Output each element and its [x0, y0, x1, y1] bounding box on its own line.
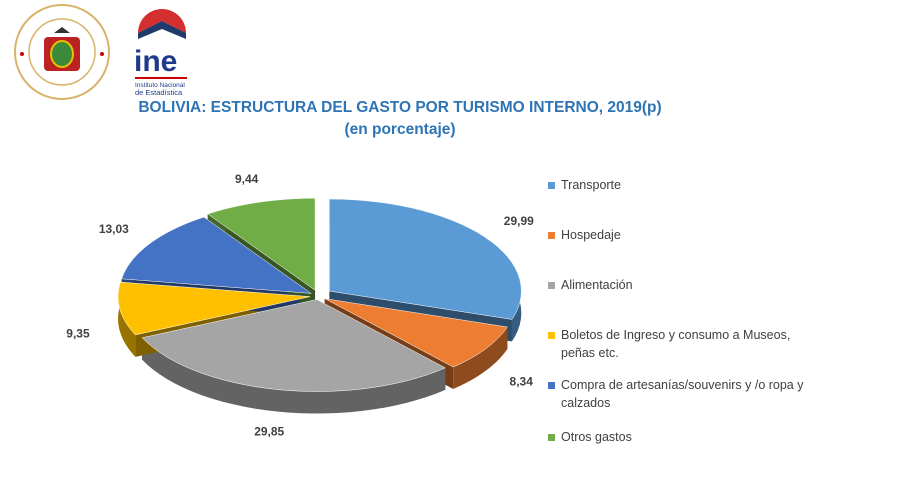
- legend-item: Hospedaje: [548, 226, 621, 244]
- pie-slice-1: [324, 298, 508, 368]
- legend-item: Transporte: [548, 176, 621, 194]
- legend-item: Compra de artesanías/souvenirs y /o ropa…: [548, 376, 808, 412]
- legend-label: Hospedaje: [561, 228, 621, 242]
- legend-item: Otros gastos: [548, 428, 632, 446]
- data-label: 29,85: [254, 424, 284, 438]
- legend-item: Alimentación: [548, 276, 633, 294]
- slice-side: [118, 282, 136, 357]
- chart-title: BOLIVIA: ESTRUCTURA DEL GASTO POR TURISM…: [138, 99, 662, 116]
- pie-slice-3: [117, 281, 311, 336]
- svg-text:Instituto Nacional: Instituto Nacional: [135, 82, 185, 89]
- pie-slice-5: [207, 198, 316, 291]
- data-label: 13,03: [99, 222, 129, 236]
- chart-subtitle: (en porcentaje): [344, 121, 456, 138]
- presidencia-seal-logo: [14, 4, 110, 100]
- legend-label: Boletos de Ingreso y consumo a Museos, p…: [561, 328, 791, 360]
- data-label: 8,34: [510, 375, 534, 389]
- svg-text:ine: ine: [134, 45, 177, 78]
- legend-item: Boletos de Ingreso y consumo a Museos, p…: [548, 326, 808, 362]
- pie-slice-2: [141, 299, 446, 392]
- legend-swatch: [548, 332, 555, 339]
- data-label: 9,35: [66, 327, 90, 341]
- legend-label: Otros gastos: [561, 430, 632, 444]
- chart-title-block: BOLIVIA: ESTRUCTURA DEL GASTO POR TURISM…: [120, 97, 680, 141]
- slice-side: [142, 337, 446, 414]
- legend-label: Compra de artesanías/souvenirs y /o ropa…: [561, 378, 804, 410]
- ine-logo: ine Instituto Nacional de Estadística: [134, 9, 187, 97]
- legend-swatch: [548, 382, 555, 389]
- svg-text:de Estadística: de Estadística: [135, 88, 183, 97]
- legend-label: Alimentación: [561, 278, 633, 292]
- data-label: 29,99: [504, 214, 534, 228]
- pie-slice-4: [121, 216, 313, 294]
- legend-swatch: [548, 282, 555, 289]
- legend-swatch: [548, 182, 555, 189]
- legend-swatch: [548, 434, 555, 441]
- legend-label: Transporte: [561, 178, 621, 192]
- legend-swatch: [548, 232, 555, 239]
- pie-slice-0: [329, 198, 522, 320]
- data-label: 9,44: [235, 172, 259, 186]
